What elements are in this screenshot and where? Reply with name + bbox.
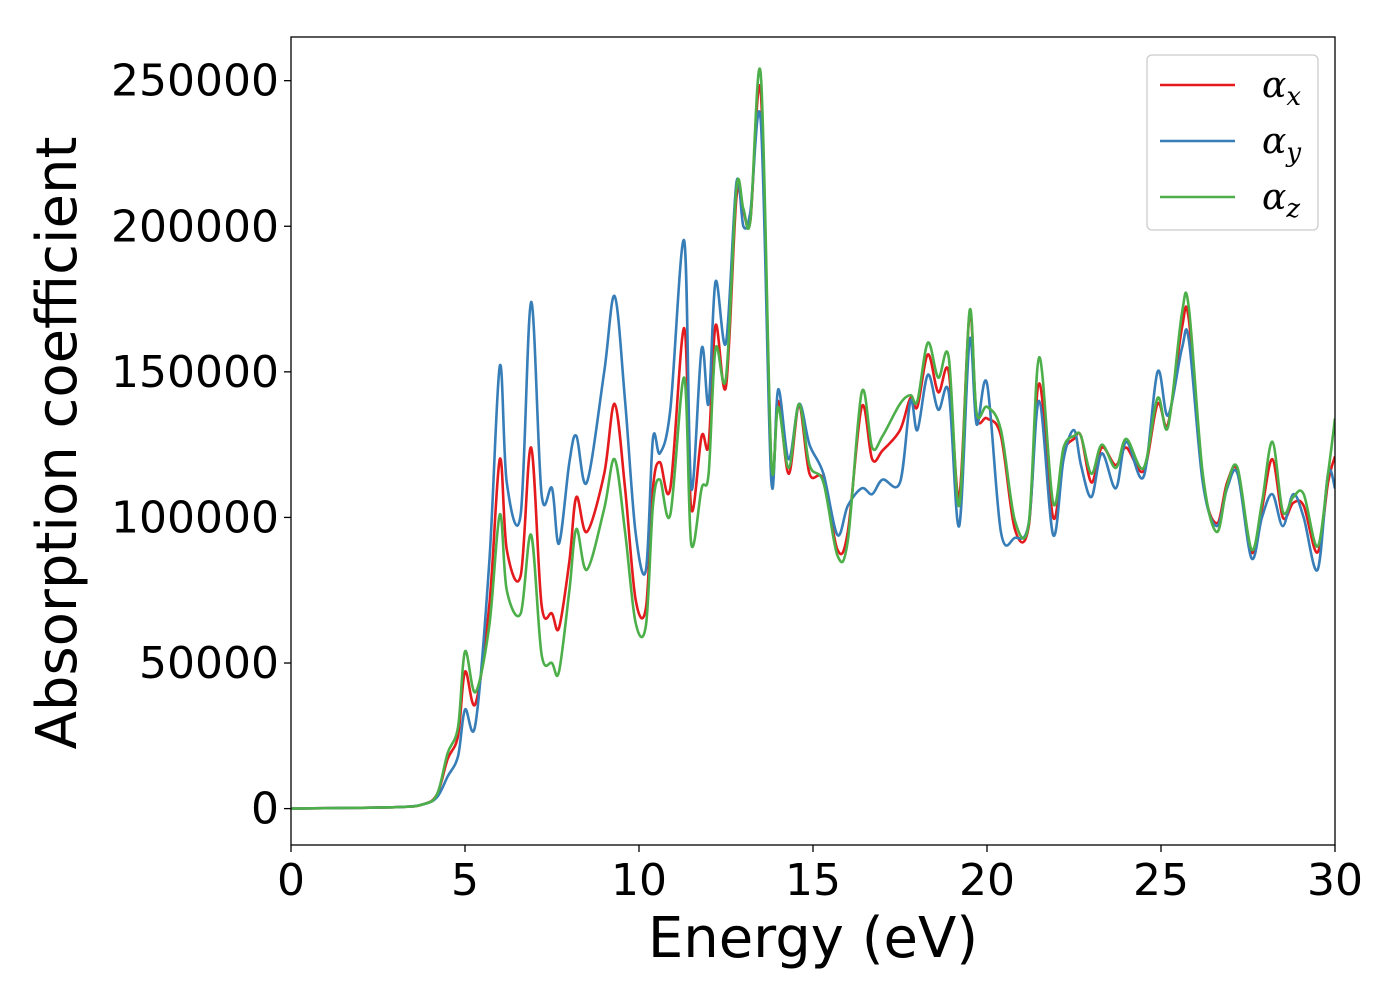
x-tick-label: 10 <box>611 855 667 906</box>
x-tick-label: 15 <box>785 855 841 906</box>
y-tick-label: 200000 <box>111 201 279 252</box>
axes-layer: 0 5 10 15 20 25 30 0 50000 100000 150000 200000 2500… <box>111 36 1363 906</box>
x-tick-label: 30 <box>1307 855 1363 906</box>
x-tick-label: 20 <box>959 855 1015 906</box>
series-line-alpha-x <box>291 84 1335 810</box>
series-line-alpha-z <box>291 67 1335 810</box>
y-tick-label: 150000 <box>111 347 279 398</box>
y-axis-title: Absorption coefficient <box>25 137 90 750</box>
y-tick-label: 50000 <box>139 638 279 689</box>
series-layer <box>291 67 1335 810</box>
y-tick-label: 100000 <box>111 492 279 543</box>
x-tick-label: 0 <box>277 855 305 906</box>
y-tick-label: 0 <box>251 784 279 835</box>
x-tick-label: 5 <box>451 855 479 906</box>
x-axis-title: Energy (eV) <box>648 906 978 971</box>
x-tick-label: 25 <box>1133 855 1189 906</box>
legend-box <box>1146 54 1319 231</box>
y-tick-label: 250000 <box>111 56 279 107</box>
